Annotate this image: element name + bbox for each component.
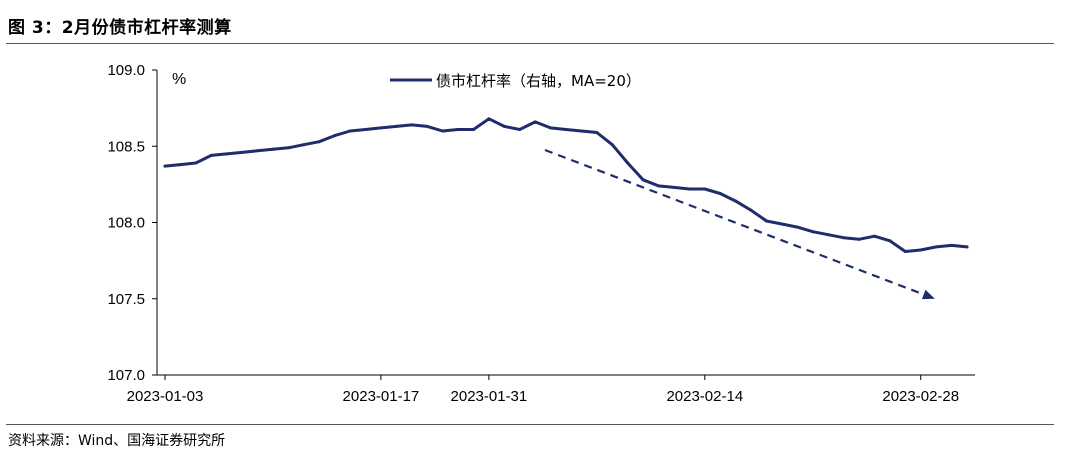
- data-point: [533, 120, 537, 124]
- data-point: [502, 124, 506, 128]
- data-point: [379, 126, 383, 130]
- y-tick-label: 109.0: [107, 62, 145, 79]
- data-point: [842, 236, 846, 240]
- source-note: 资料来源：Wind、国海证券研究所: [8, 433, 226, 449]
- data-point: [934, 245, 938, 249]
- x-tick-label: 2023-01-31: [451, 388, 528, 405]
- data-point: [857, 237, 861, 241]
- x-tick-label: 2023-01-03: [127, 388, 204, 405]
- data-point: [163, 164, 167, 168]
- data-point: [456, 128, 460, 131]
- data-point: [518, 128, 522, 131]
- x-tick-label: 2023-02-28: [882, 388, 959, 405]
- data-point: [734, 199, 738, 203]
- data-point: [225, 152, 229, 156]
- data-point: [302, 143, 306, 147]
- data-point: [626, 161, 630, 165]
- data-point: [240, 150, 244, 154]
- data-point: [333, 134, 337, 138]
- series-layer: [163, 117, 969, 253]
- y-tick-label: 107.5: [107, 291, 145, 308]
- data-point: [178, 163, 182, 167]
- data-point: [348, 129, 352, 133]
- data-point: [888, 239, 892, 243]
- data-point: [903, 250, 907, 253]
- data-point: [595, 131, 599, 134]
- data-point: [410, 123, 414, 127]
- data-point: [641, 178, 645, 182]
- x-tick-label: 2023-01-17: [343, 388, 420, 405]
- trend-arrow: [544, 148, 935, 300]
- data-point: [209, 153, 213, 157]
- data-point: [919, 248, 923, 252]
- data-point: [610, 143, 614, 147]
- title-divider: [6, 43, 1054, 44]
- legend-label: 债市杠杆率（右轴，MA=20）: [436, 72, 641, 90]
- data-point: [687, 187, 691, 191]
- data-point: [657, 184, 660, 188]
- y-axis-unit-label: %: [172, 71, 186, 88]
- series-line: [163, 117, 969, 253]
- data-point: [749, 208, 753, 212]
- data-point: [425, 124, 429, 128]
- data-point: [441, 129, 445, 133]
- data-point: [950, 243, 954, 247]
- data-point: [564, 128, 568, 131]
- data-point: [795, 225, 799, 229]
- data-point: [317, 140, 321, 144]
- y-tick-label: 107.0: [107, 367, 145, 384]
- data-point: [472, 128, 475, 131]
- data-point: [780, 222, 784, 226]
- data-point: [765, 219, 768, 223]
- y-tick-label: 108.0: [107, 215, 145, 232]
- data-point: [271, 147, 275, 151]
- data-point: [826, 233, 830, 237]
- x-tick-label: 2023-02-14: [666, 388, 743, 405]
- data-point: [194, 161, 198, 165]
- data-point: [256, 149, 259, 153]
- data-point: [364, 128, 367, 131]
- data-point: [394, 124, 398, 128]
- data-point: [286, 146, 290, 150]
- data-point: [965, 245, 969, 249]
- tick-labels: 109.0 108.5 108.0 107.5 107.0 2023-01-03 2023-…: [107, 62, 959, 405]
- data-point: [873, 234, 876, 238]
- data-point: [487, 117, 491, 121]
- data-point: [672, 185, 676, 189]
- legend: 债市杠杆率（右轴，MA=20）: [390, 72, 641, 90]
- data-point: [811, 230, 815, 234]
- data-point: [703, 187, 707, 191]
- data-point: [579, 129, 583, 133]
- data-point: [718, 192, 722, 195]
- y-tick-label: 108.5: [107, 138, 145, 155]
- axes: [152, 69, 975, 380]
- data-point: [549, 126, 553, 130]
- source-divider: [6, 424, 1054, 425]
- figure-title: 图 3：2月份债市杠杆率测算: [8, 18, 232, 38]
